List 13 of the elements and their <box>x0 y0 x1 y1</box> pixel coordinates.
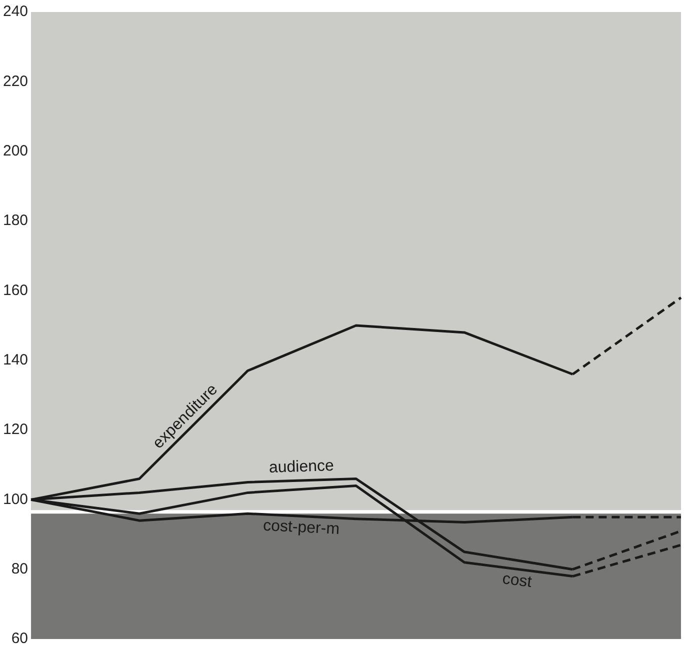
y-tick-label: 220 <box>2 72 28 90</box>
y-tick-label: 180 <box>2 212 28 230</box>
series-label: audience <box>268 457 334 477</box>
y-tick-label: 240 <box>2 3 28 20</box>
y-tick-label: 60 <box>11 630 28 648</box>
series-label: cost-per-m <box>262 517 340 538</box>
y-tick-label: 140 <box>2 351 28 368</box>
y-tick-label: 80 <box>11 560 28 578</box>
y-tick-label: 120 <box>2 421 28 438</box>
y-tick-label: 200 <box>2 142 28 160</box>
y-tick-label: 100 <box>2 490 28 508</box>
y-tick-label: 160 <box>2 282 28 299</box>
text: cost <box>501 570 534 592</box>
